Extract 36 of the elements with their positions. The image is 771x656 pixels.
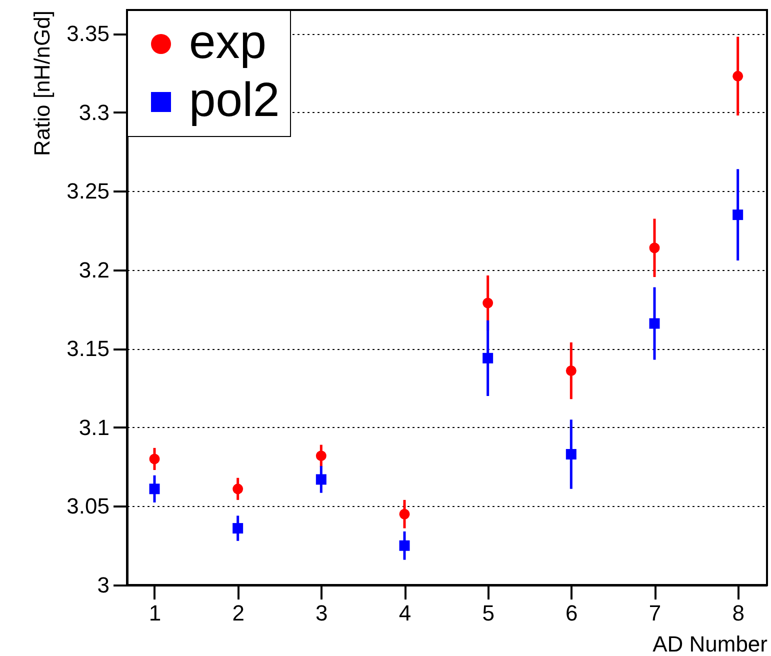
x-tick-label: 4 <box>398 600 412 626</box>
point <box>649 242 660 254</box>
x-tick-label: 1 <box>148 600 162 626</box>
point <box>482 352 494 364</box>
point <box>482 298 494 308</box>
point <box>399 508 410 520</box>
point <box>149 454 160 464</box>
x-tick-label: 7 <box>648 600 662 626</box>
y-tick-label: 3.2 <box>78 257 110 282</box>
point <box>232 484 244 494</box>
x-axis-title: AD Number <box>652 632 768 656</box>
x-tick-label: 3 <box>316 600 328 626</box>
y-tick-label: 3.1 <box>78 414 110 440</box>
point <box>316 450 326 462</box>
y-tick-label: 3.25 <box>66 178 110 204</box>
point <box>732 70 744 82</box>
x-tick-label: 2 <box>232 600 244 626</box>
y-tick-label: 3.15 <box>66 336 110 362</box>
y-tick-label: 3 <box>97 572 110 598</box>
y-tick-label: 3.3 <box>78 100 110 125</box>
legend-label: exp <box>189 16 266 69</box>
point <box>566 449 576 460</box>
y-tick-label: 3.05 <box>66 494 110 519</box>
point <box>316 474 326 485</box>
point <box>732 210 744 220</box>
point <box>649 318 660 329</box>
point <box>232 523 244 534</box>
x-tick-label: 8 <box>732 600 744 626</box>
x-tick-label: 5 <box>482 600 494 626</box>
y-tick-label: 3.35 <box>66 21 110 46</box>
legend-label: pol2 <box>189 74 280 127</box>
point <box>566 366 576 376</box>
x-tick-label: 6 <box>566 600 578 626</box>
y-axis-title: Ratio [nH/nGd] <box>30 10 55 156</box>
point <box>399 540 410 551</box>
point <box>149 484 160 494</box>
